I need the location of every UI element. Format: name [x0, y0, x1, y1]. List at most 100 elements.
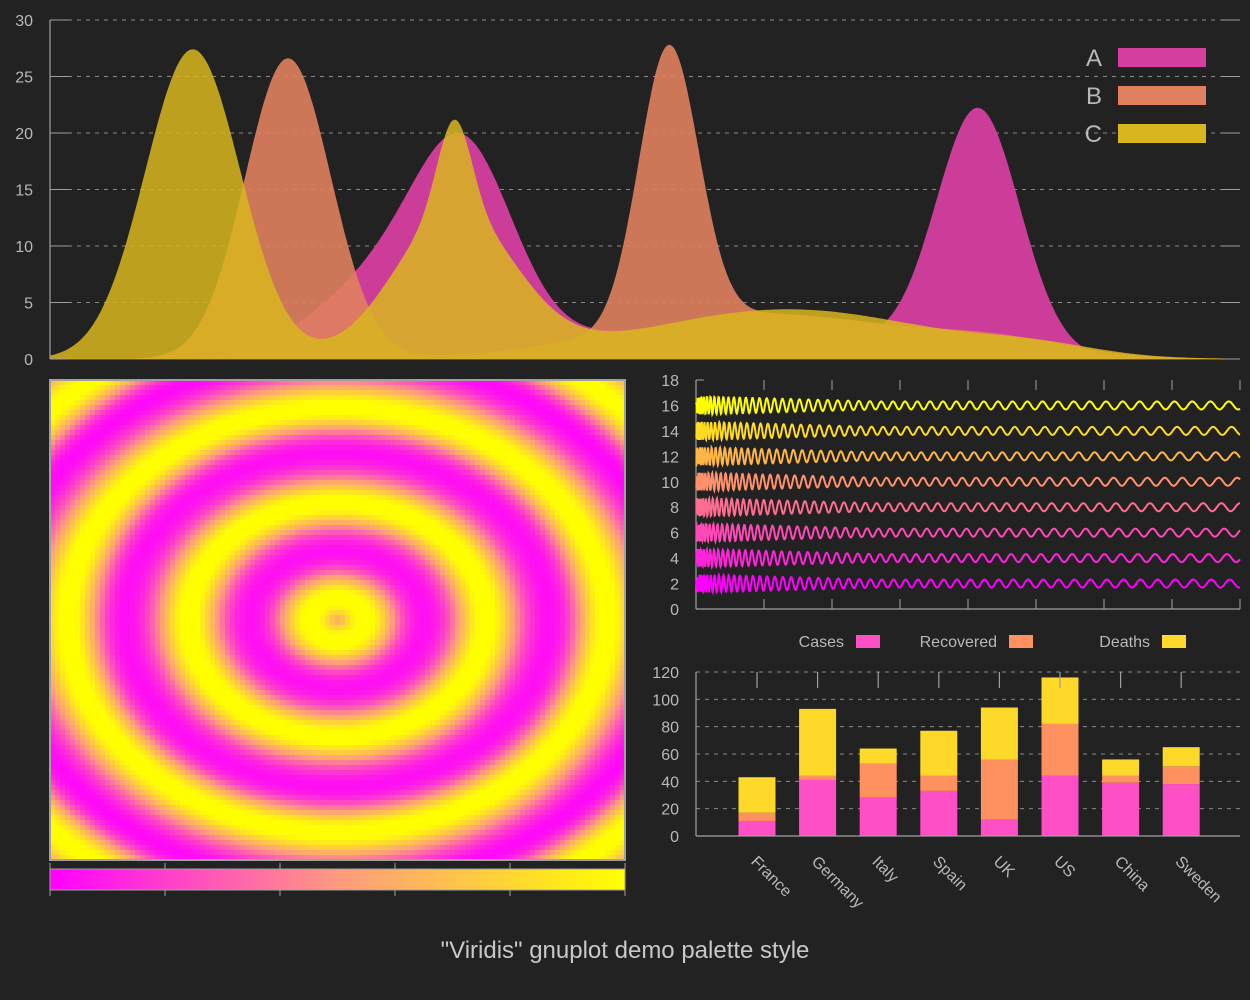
heatmap-cell: [110, 500, 116, 506]
heatmap-cell: [245, 420, 251, 426]
heatmap-cell: [285, 415, 291, 421]
heatmap-cell: [115, 420, 121, 426]
heatmap-cell: [440, 555, 446, 561]
heatmap-cell: [65, 545, 71, 551]
heatmap-cell: [105, 560, 111, 566]
heatmap-cell: [460, 455, 466, 461]
heatmap-cell: [355, 530, 361, 536]
heatmap-cell: [315, 565, 321, 571]
heatmap-cell: [180, 505, 186, 511]
heatmap-cell: [480, 500, 486, 506]
heatmap-cell: [480, 415, 486, 421]
heatmap-cell: [160, 475, 166, 481]
heatmap-cell: [470, 575, 476, 581]
heatmap-cell: [435, 555, 441, 561]
heatmap-cell: [125, 410, 131, 416]
heatmap-cell: [435, 545, 441, 551]
heatmap-cell: [65, 425, 71, 431]
heatmap-cell: [275, 510, 281, 516]
heatmap-cell: [335, 465, 341, 471]
heatmap-cell: [125, 435, 131, 441]
heatmap-cell: [555, 545, 561, 551]
heatmap-cell: [440, 530, 446, 536]
heatmap-cell: [415, 395, 421, 401]
heatmap-cell: [50, 590, 56, 596]
heatmap-cell: [470, 460, 476, 466]
heatmap-cell: [345, 490, 351, 496]
heatmap-cell: [320, 425, 326, 431]
heatmap-cell: [595, 540, 601, 546]
heatmap-cell: [405, 510, 411, 516]
heatmap-cell: [380, 425, 386, 431]
heatmap-cell: [350, 390, 356, 396]
heatmap-cell: [50, 435, 56, 441]
heatmap-cell: [105, 525, 111, 531]
heatmap-cell: [595, 570, 601, 576]
heatmap-cell: [170, 485, 176, 491]
heatmap-cell: [255, 510, 261, 516]
heatmap-cell: [80, 570, 86, 576]
heatmap-cell: [265, 400, 271, 406]
top-areas: [50, 44, 1240, 360]
heatmap-cell: [570, 590, 576, 596]
heatmap-cell: [200, 405, 206, 411]
heatmap-cell: [210, 385, 216, 391]
heatmap-cell: [355, 500, 361, 506]
heatmap-cell: [610, 440, 616, 446]
heatmap-cell: [375, 535, 381, 541]
heatmap-cell: [250, 390, 256, 396]
heatmap-cell: [250, 400, 256, 406]
heatmap-cell: [560, 490, 566, 496]
heatmap-cell: [465, 515, 471, 521]
heatmap-cell: [505, 415, 511, 421]
heatmap-cell: [165, 555, 171, 561]
heatmap-cell: [360, 495, 366, 501]
heatmap-cell: [130, 525, 136, 531]
heatmap-cell: [605, 445, 611, 451]
heatmap-cell: [290, 420, 296, 426]
heatmap-cell: [425, 550, 431, 556]
heatmap-cell: [175, 480, 181, 486]
heatmap-cell: [140, 400, 146, 406]
heatmap-cell: [520, 485, 526, 491]
heatmap-cell: [370, 510, 376, 516]
heatmap-cell: [75, 500, 81, 506]
heatmap-cell: [270, 495, 276, 501]
heatmap-cell: [470, 505, 476, 511]
heatmap-cell: [105, 485, 111, 491]
heatmap-cell: [610, 565, 616, 571]
heatmap-cell: [600, 425, 606, 431]
heatmap-cell: [70, 525, 76, 531]
heatmap-cell: [575, 390, 581, 396]
heatmap-cell: [200, 590, 206, 596]
heatmap-cell: [135, 560, 141, 566]
heatmap-cell: [525, 415, 531, 421]
heatmap-cell: [280, 530, 286, 536]
heatmap-cell: [365, 425, 371, 431]
heatmap-cell: [140, 450, 146, 456]
heatmap-cell: [610, 530, 616, 536]
heatmap-cell: [235, 515, 241, 521]
heatmap-cell: [265, 510, 271, 516]
heatmap-cell: [400, 485, 406, 491]
heatmap-cell: [370, 450, 376, 456]
heatmap-cell: [50, 395, 56, 401]
heatmap-cell: [490, 425, 496, 431]
heatmap-cell: [500, 480, 506, 486]
heatmap-cell: [430, 450, 436, 456]
heatmap-cell: [90, 485, 96, 491]
heatmap-cell: [255, 580, 261, 586]
heatmap-cell: [520, 420, 526, 426]
heatmap-cell: [365, 385, 371, 391]
heatmap-cell: [85, 570, 91, 576]
heatmap-cell: [610, 585, 616, 591]
heatmap-cell: [495, 435, 501, 441]
heatmap-cell: [235, 545, 241, 551]
heatmap-cell: [460, 395, 466, 401]
heatmap-cell: [425, 455, 431, 461]
heatmap-cell: [285, 520, 291, 526]
heatmap-cell: [325, 555, 331, 561]
heatmap-cell: [55, 585, 61, 591]
heatmap-cell: [305, 590, 311, 596]
heatmap-cell: [80, 425, 86, 431]
